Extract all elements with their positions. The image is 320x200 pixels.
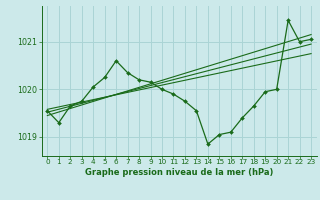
- X-axis label: Graphe pression niveau de la mer (hPa): Graphe pression niveau de la mer (hPa): [85, 168, 273, 177]
